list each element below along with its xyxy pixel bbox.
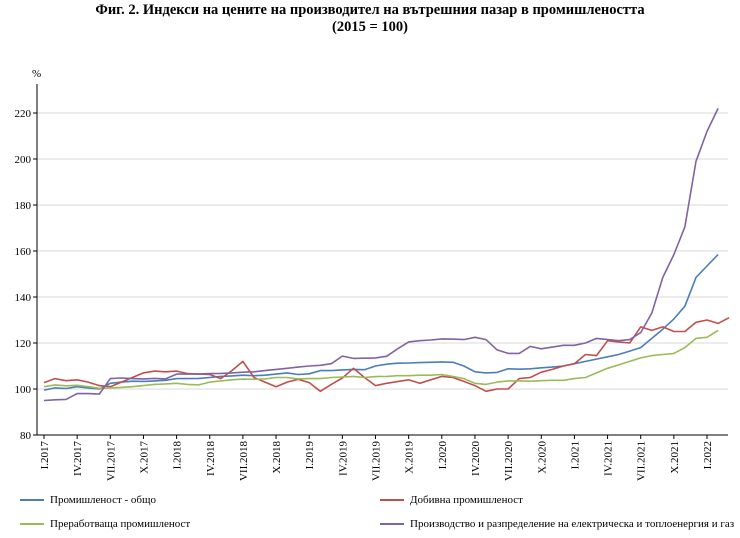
x-tick-label: X.2018	[271, 441, 283, 474]
y-tick-label: 220	[15, 108, 32, 120]
x-tick-label: VII.2018	[238, 441, 250, 482]
x-tick-label: X.2019	[404, 441, 416, 474]
legend-swatch-manufacturing	[20, 523, 44, 525]
chart-title-line-2: (2015 = 100)	[332, 19, 408, 35]
legend-item-manufacturing: Преработваща промишленост	[20, 518, 190, 530]
x-tick-label: I.2021	[569, 441, 581, 469]
x-tick-label: IV.2019	[337, 441, 349, 476]
x-tick-label: I.2020	[437, 441, 449, 470]
grid-lines	[37, 112, 728, 390]
series-line-3	[43, 108, 719, 402]
x-tick-label: IV.2021	[603, 441, 615, 476]
x-axis-ticks: I.2017 IV.2017 VII.2017 X.2017 I.2018 IV.2018…	[39, 435, 714, 481]
legend-swatch-total	[20, 499, 44, 501]
y-tick-label: 200	[15, 154, 32, 166]
x-tick-label: VII.2019	[371, 441, 383, 482]
series-line-0	[43, 253, 719, 391]
x-tick-label: X.2017	[138, 441, 150, 474]
x-tick-label: IV.2020	[470, 441, 482, 476]
y-tick-label: 140	[15, 292, 32, 304]
x-tick-label: I.2017	[39, 441, 51, 470]
legend-label-total: Промишленост - общо	[50, 494, 157, 506]
x-tick-label: IV.2018	[205, 441, 217, 476]
y-tick-label: 80	[20, 430, 32, 442]
legend-item-mining: Добивна промишленост	[380, 494, 523, 506]
legend-item-energy: Производство и разпределение на електрич…	[380, 518, 734, 530]
x-tick-label: I.2019	[304, 441, 316, 470]
legend-item-total: Промишленост - общо	[20, 494, 156, 506]
x-tick-label: X.2020	[536, 441, 548, 474]
x-tick-label: IV.2017	[72, 441, 84, 476]
legend-swatch-energy	[380, 523, 404, 525]
legend-label-mining: Добивна промишленост	[410, 494, 523, 506]
series-line-1	[43, 316, 730, 393]
x-tick-label: I.2022	[702, 441, 714, 469]
chart-title-line-1: Фиг. 2. Индекси на цените на производите…	[95, 2, 645, 18]
y-tick-label: 160	[15, 246, 32, 258]
series-lines	[43, 108, 730, 402]
x-tick-label: VII.2017	[105, 441, 117, 482]
y-tick-label: 100	[15, 384, 32, 396]
y-tick-label: 180	[15, 200, 32, 212]
x-tick-label: VII.2020	[503, 441, 515, 482]
y-tick-label: 120	[15, 338, 32, 350]
legend-label-manufacturing: Преработваща промишленост	[50, 518, 191, 530]
x-tick-label: I.2018	[172, 441, 184, 470]
y-axis-ticks: 80 100 120 140 160 180 200 220	[15, 108, 37, 442]
x-tick-label: X.2021	[669, 441, 681, 474]
series-line-2	[43, 329, 719, 390]
chart-title: Фиг. 2. Индекси на цените на производите…	[0, 2, 740, 36]
y-axis-unit-label: %	[32, 68, 41, 80]
legend-swatch-mining	[380, 499, 404, 501]
x-tick-label: VII.2021	[636, 441, 648, 481]
legend-label-energy: Производство и разпределение на електрич…	[410, 518, 735, 530]
